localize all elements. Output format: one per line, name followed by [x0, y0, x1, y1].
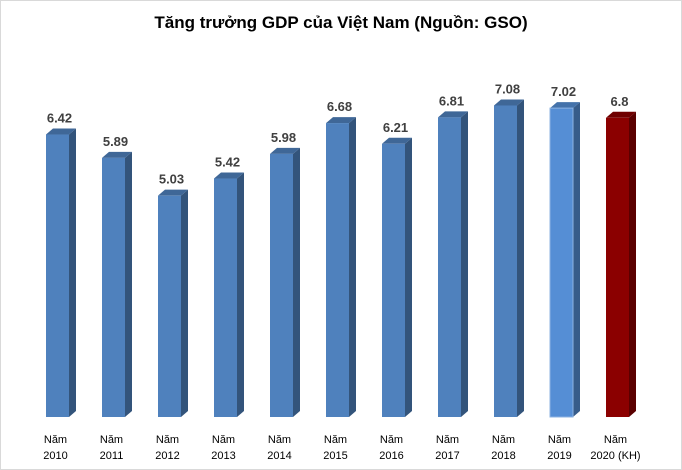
- data-label: 6.81: [439, 93, 464, 108]
- bar-top: [382, 137, 412, 144]
- category-label: Năm: [324, 434, 347, 446]
- category-label: Năm: [380, 434, 403, 446]
- bar: [438, 117, 461, 418]
- data-label: 6.8: [610, 94, 628, 109]
- category-label: 2018: [491, 450, 515, 462]
- category-label: 2020 (KH): [590, 450, 640, 462]
- bar-side: [517, 99, 524, 417]
- category-label: Năm: [604, 434, 627, 446]
- bar-top: [550, 102, 580, 109]
- bar-top: [606, 111, 636, 118]
- category-label: Năm: [268, 434, 291, 446]
- category-label: 2014: [267, 450, 291, 462]
- data-label: 5.98: [271, 130, 296, 145]
- bar: [214, 178, 237, 417]
- bar-top: [158, 189, 188, 196]
- category-label: 2012: [155, 450, 179, 462]
- bar: [549, 107, 574, 418]
- bar: [494, 105, 517, 417]
- bar-side: [181, 189, 188, 417]
- category-label: Năm: [548, 434, 571, 446]
- data-label: 6.21: [383, 120, 408, 135]
- bar-side: [349, 117, 356, 417]
- bar-top: [326, 117, 356, 124]
- category-label: Năm: [212, 434, 235, 446]
- category-label: 2015: [323, 450, 347, 462]
- category-label: 2010: [43, 450, 67, 462]
- data-label: 7.02: [551, 84, 576, 99]
- bar: [102, 157, 125, 417]
- bar-top: [270, 147, 300, 154]
- data-label: 6.42: [47, 111, 72, 126]
- category-label: Năm: [436, 434, 459, 446]
- bar-side: [461, 111, 468, 418]
- bar-top: [214, 172, 244, 179]
- data-label: 5.89: [103, 134, 128, 149]
- bar: [382, 143, 405, 417]
- category-label: Năm: [492, 434, 515, 446]
- category-label: 2017: [435, 450, 459, 462]
- bar-side: [573, 102, 580, 418]
- bar-side: [405, 137, 412, 417]
- bar: [46, 134, 69, 417]
- data-label: 5.42: [215, 155, 240, 170]
- chart-title: Tăng trưởng GDP của Việt Nam (Nguồn: GSO…: [154, 13, 528, 32]
- bar-side: [69, 128, 76, 417]
- bar-side: [125, 151, 132, 417]
- bar: [606, 117, 629, 418]
- category-label: 2019: [547, 450, 571, 462]
- data-label: 7.08: [495, 81, 520, 96]
- bar: [326, 123, 349, 417]
- bar-side: [293, 147, 300, 417]
- data-label: 6.68: [327, 99, 352, 114]
- bar-top: [102, 151, 132, 158]
- category-label: Năm: [156, 434, 179, 446]
- category-label: Năm: [100, 434, 123, 446]
- category-label: 2016: [379, 450, 403, 462]
- bar-side: [237, 172, 244, 417]
- bar-top: [46, 128, 76, 135]
- data-label: 5.03: [159, 172, 184, 187]
- category-label: 2011: [100, 450, 124, 462]
- bar-side: [629, 111, 636, 418]
- bar-top: [494, 99, 524, 106]
- bar: [270, 153, 293, 417]
- bar: [158, 195, 181, 417]
- bar-top: [438, 111, 468, 118]
- category-label: 2013: [211, 450, 235, 462]
- category-label: Năm: [44, 434, 67, 446]
